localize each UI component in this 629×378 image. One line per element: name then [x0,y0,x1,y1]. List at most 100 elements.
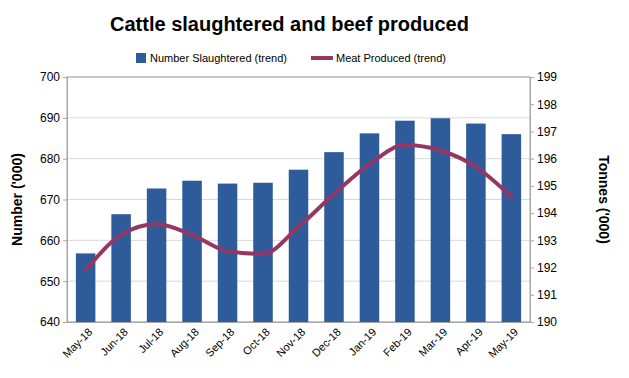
legend-label: Meat Produced (trend) [336,52,446,64]
bar [182,181,202,322]
tick: Jun-18 [98,326,130,358]
tick-label: 191 [537,288,557,302]
tick: 700 [40,70,67,84]
tick: Sep-18 [203,326,237,360]
axis-line [63,78,68,323]
tick: Jan-19 [346,326,378,358]
tick-mark [63,118,67,119]
bar [147,188,167,322]
tick-mark [63,240,67,241]
axis-line [531,78,535,323]
tick-label: Sep-18 [203,326,237,360]
tick: 197 [530,125,557,139]
bar [502,134,522,322]
tick: Jul-18 [136,326,166,356]
tick-mark [63,281,67,282]
tick: 190 [530,315,557,329]
tick-mark [530,104,534,105]
tick: 690 [40,111,67,125]
tick: 640 [40,315,67,329]
tick-mark [530,213,534,214]
tick-mark [63,200,67,201]
y-axis-title: Number ('000) [9,153,25,246]
tick-label: 197 [537,125,557,139]
tick-label: 196 [537,152,557,166]
tick-label: 192 [537,261,557,275]
tick-mark [530,77,534,78]
tick-mark [530,240,534,241]
tick-mark [530,159,534,160]
tick: 680 [40,152,67,166]
tick: Oct-18 [240,326,272,358]
grid [67,77,530,322]
x-axis: May-18Jun-18Jul-18Aug-18Sep-18Oct-18Nov-… [60,323,530,361]
legend-label: Number Slaughtered (trend) [150,52,287,64]
tick-mark [530,322,534,323]
bar [466,124,486,322]
y-axis: 640 650 660 670 680 690 700 [40,70,68,329]
tick-label: Jan-19 [346,326,378,358]
bar-series [76,118,521,322]
tick-mark [530,295,534,296]
title: Cattle slaughtered and beef produced [110,13,469,35]
tick-label: Jun-18 [98,326,130,358]
legend-item: Number Slaughtered (trend) [136,52,287,64]
tick-label: Dec-18 [309,326,343,360]
tick: Feb-19 [381,326,414,359]
bar [324,152,344,322]
tick: 195 [530,179,557,193]
tick-label: 198 [537,98,557,112]
plot: 6406506606706806907001901911921931941951… [40,70,557,360]
legend-item: Meat Produced (trend) [311,52,446,64]
tick-label: 670 [40,193,60,207]
tick: 198 [530,98,557,112]
tick: 650 [40,275,67,289]
tick: Mar-19 [416,326,449,359]
tick: 670 [40,193,67,207]
chart: 6406506606706806907001901911921931941951… [0,0,629,378]
tick-label: Mar-19 [416,326,449,359]
tick: 196 [530,152,557,166]
tick-label: 193 [537,234,557,248]
bar [395,121,415,322]
bar [289,170,309,322]
plot-frame [67,77,530,322]
tick-label: 194 [537,206,557,220]
y2-axis: 190 191 192 193 194 195 196 197 198 199 [530,70,557,329]
tick-label: 690 [40,111,60,125]
tick-label: May-18 [60,326,94,360]
tick-label: 199 [537,70,557,84]
tick: Aug-18 [167,326,201,360]
tick: Apr-19 [453,326,485,358]
tick-label: Jul-18 [136,326,166,356]
tick-mark [63,322,67,323]
tick: 199 [530,70,557,84]
legend-swatch [136,53,146,63]
tick: 660 [40,234,67,248]
tick-mark [530,131,534,132]
tick-label: Apr-19 [453,326,485,358]
tick-mark [63,77,67,78]
tick-label: 660 [40,234,60,248]
tick: 191 [530,288,557,302]
tick: May-18 [60,326,94,360]
axis-line [68,322,531,323]
line [86,145,512,270]
tick-label: Aug-18 [167,326,201,360]
tick-label: 680 [40,152,60,166]
tick-label: 650 [40,275,60,289]
tick-mark [63,159,67,160]
tick-label: Nov-18 [274,326,308,360]
tick: 194 [530,206,557,220]
tick-label: 195 [537,179,557,193]
marks [76,118,521,322]
tick-mark [530,186,534,187]
legend: Number Slaughtered (trend) Meat Produced … [136,52,446,64]
tick: Nov-18 [274,326,308,360]
tick-label: Oct-18 [240,326,272,358]
tick-label: 190 [537,315,557,329]
tick: 193 [530,234,557,248]
y2-axis-title: Tonnes ('000) [596,155,612,244]
tick: 192 [530,261,557,275]
tick: Dec-18 [309,326,343,360]
